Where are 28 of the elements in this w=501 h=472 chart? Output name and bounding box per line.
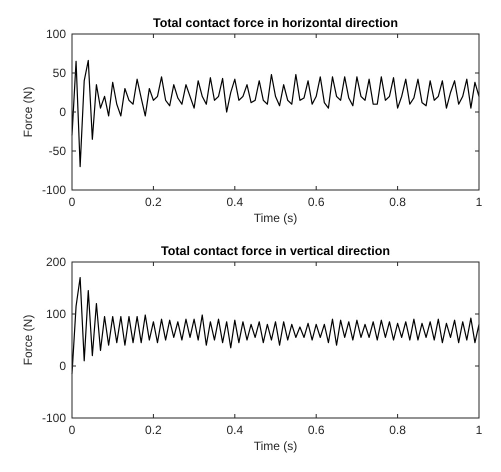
y-tick-label: 0 bbox=[59, 359, 66, 373]
x-tick-label: 0 bbox=[68, 423, 76, 437]
y-tick-label: 100 bbox=[46, 27, 66, 41]
y-axis-title: Force (N) bbox=[21, 86, 35, 138]
x-axis-title: Time (s) bbox=[254, 439, 298, 453]
y-tick-label: -100 bbox=[42, 411, 66, 425]
y-tick-label: 0 bbox=[59, 105, 66, 119]
y-tick-label: -50 bbox=[48, 144, 66, 158]
x-axis-title: Time (s) bbox=[254, 211, 298, 225]
x-tick-label: 0.4 bbox=[226, 195, 244, 209]
x-tick-label: 0.8 bbox=[389, 423, 406, 437]
x-tick-label: 0.2 bbox=[145, 195, 162, 209]
line-series bbox=[71, 60, 480, 168]
x-tick-label: 1 bbox=[476, 423, 483, 437]
x-tick-label: 0.6 bbox=[308, 195, 325, 209]
x-tick-label: 0 bbox=[68, 195, 76, 209]
y-tick-label: 100 bbox=[46, 307, 66, 321]
chart-title: Total contact force in horizontal direction bbox=[153, 16, 398, 30]
x-tick-label: 1 bbox=[476, 195, 483, 209]
chart-title: Total contact force in vertical direction bbox=[161, 244, 390, 258]
x-tick-label: 0.6 bbox=[308, 423, 325, 437]
y-tick-label: 200 bbox=[46, 255, 66, 269]
y-tick-label: -100 bbox=[42, 183, 66, 197]
x-tick-label: 0.8 bbox=[389, 195, 406, 209]
y-tick-label: 50 bbox=[52, 66, 66, 80]
x-tick-label: 0.4 bbox=[226, 423, 244, 437]
x-tick-label: 0.2 bbox=[145, 423, 162, 437]
y-axis-title: Force (N) bbox=[21, 314, 35, 366]
